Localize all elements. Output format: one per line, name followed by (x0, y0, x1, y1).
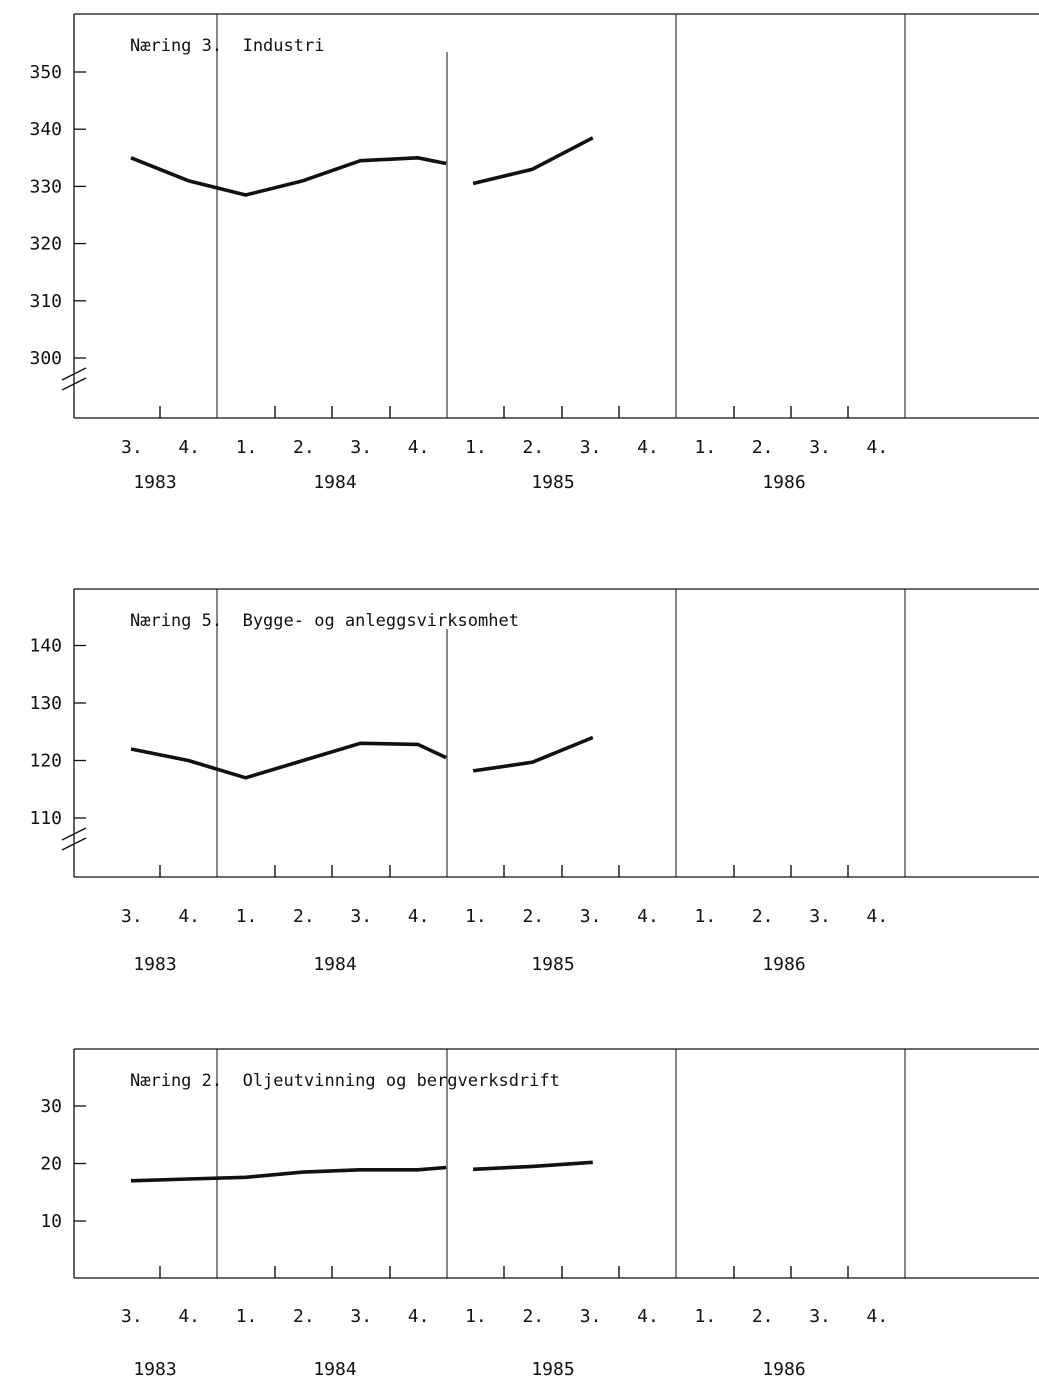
x-tick-label: 2. (522, 906, 544, 927)
year-label: 1984 (313, 954, 356, 975)
y-tick-label: 330 (29, 176, 62, 197)
x-tick-label: 4. (178, 1306, 200, 1327)
x-tick-label: 4. (637, 1306, 659, 1327)
x-tick-label: 2. (752, 1306, 774, 1327)
year-label: 1986 (762, 472, 805, 493)
x-tick-label: 3. (121, 906, 143, 927)
chart-title: Næring 3. Industri (130, 36, 324, 56)
axis-break-mark (61, 377, 87, 391)
y-tick-label: 140 (29, 636, 62, 657)
y-tick-label: 110 (29, 808, 62, 829)
chart-panel-2: 110 120 130 140 Næring 5. Bygge- og anleggsv… (29, 588, 1039, 975)
y-tick-label: 120 (29, 751, 62, 772)
x-tick-label: 3. (809, 1306, 831, 1327)
x-tick-label: 3. (350, 1306, 372, 1327)
y-tick-label: 20 (40, 1154, 62, 1175)
x-tick-label: 3. (121, 437, 143, 458)
chart-panel-1: 300 310 320 330 340 350 Næring 3. Industri 3. 4.… (29, 13, 1039, 493)
x-tick-label: 4. (408, 906, 430, 927)
year-label: 1985 (531, 1359, 574, 1380)
year-label: 1984 (313, 1359, 356, 1380)
x-tick-label: 1. (236, 906, 258, 927)
axis-break-mark (61, 827, 87, 841)
x-tick-label: 4. (408, 1306, 430, 1327)
x-tick-label: 4. (867, 906, 889, 927)
x-tick-label: 4. (637, 437, 659, 458)
x-tick-label: 2. (522, 1306, 544, 1327)
x-tick-label: 4. (867, 1306, 889, 1327)
year-label: 1983 (133, 954, 176, 975)
x-tick-label: 1. (695, 1306, 717, 1327)
x-tick-label: 1. (465, 437, 487, 458)
series-line (472, 136, 594, 186)
year-label: 1986 (762, 1359, 805, 1380)
x-tick-label: 1. (465, 906, 487, 927)
series-line (130, 1165, 447, 1183)
y-tick-label: 10 (40, 1211, 62, 1232)
year-label: 1984 (313, 472, 356, 493)
x-tick-label: 3. (580, 1306, 602, 1327)
x-tick-label: 2. (752, 437, 774, 458)
y-tick-label: 310 (29, 291, 62, 312)
x-tick-label: 1. (465, 1306, 487, 1327)
x-tick-label: 4. (867, 437, 889, 458)
x-tick-label: 2. (752, 906, 774, 927)
y-tick-label: 30 (40, 1096, 62, 1117)
x-tick-label: 2. (522, 437, 544, 458)
x-tick-label: 3. (580, 906, 602, 927)
y-tick-label: 340 (29, 119, 62, 140)
series-line (130, 741, 447, 780)
y-tick-label: 130 (29, 693, 62, 714)
x-tick-label: 4. (637, 906, 659, 927)
year-label: 1983 (133, 1359, 176, 1380)
chart-panel-3: 10 20 30 Næring 2. Oljeutvinning og bergver… (40, 1048, 1039, 1380)
year-label: 1983 (133, 472, 176, 493)
x-tick-label: 4. (178, 906, 200, 927)
x-tick-label: 3. (121, 1306, 143, 1327)
x-tick-label: 2. (293, 437, 315, 458)
x-tick-label: 4. (178, 437, 200, 458)
x-tick-label: 3. (809, 437, 831, 458)
x-tick-label: 3. (580, 437, 602, 458)
series-line (473, 1160, 593, 1172)
x-tick-label: 4. (408, 437, 430, 458)
x-tick-label: 1. (695, 437, 717, 458)
series-line (130, 156, 447, 197)
axis-break-mark (61, 837, 87, 851)
chart-title: Næring 5. Bygge- og anleggsvirksomhet (130, 611, 519, 631)
year-label: 1986 (762, 954, 805, 975)
chart-title: Næring 2. Oljeutvinning og bergverksdrif… (130, 1071, 560, 1091)
x-tick-label: 2. (293, 1306, 315, 1327)
y-tick-label: 320 (29, 234, 62, 255)
x-tick-label: 2. (293, 906, 315, 927)
x-tick-label: 1. (236, 437, 258, 458)
y-tick-label: 350 (29, 62, 62, 83)
x-tick-label: 1. (236, 1306, 258, 1327)
x-tick-label: 3. (350, 437, 372, 458)
x-tick-label: 3. (809, 906, 831, 927)
axis-break-mark (61, 367, 87, 381)
series-line (472, 735, 594, 773)
x-tick-label: 1. (695, 906, 717, 927)
year-label: 1985 (531, 472, 574, 493)
y-tick-label: 300 (29, 348, 62, 369)
year-label: 1985 (531, 954, 574, 975)
x-tick-label: 3. (350, 906, 372, 927)
